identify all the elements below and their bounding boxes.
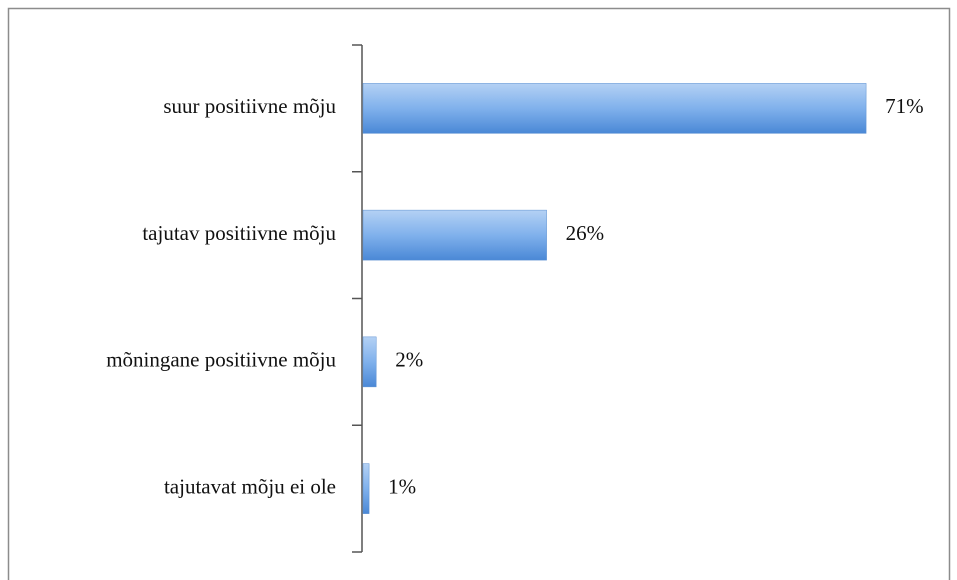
bar	[362, 336, 377, 388]
category-label: mõningane positiivne mõju	[106, 348, 336, 372]
category-label: tajutav positiivne mõju	[142, 221, 336, 245]
category-label: suur positiivne mõju	[163, 94, 336, 118]
value-label: 71%	[885, 94, 924, 118]
value-label: 26%	[566, 221, 605, 245]
chart-frame	[7, 7, 951, 580]
bar	[362, 463, 370, 514]
bar	[362, 83, 867, 134]
category-label: tajutavat mõju ei ole	[164, 474, 336, 498]
value-label: 2%	[395, 348, 423, 372]
plot-area: suur positiivne mõju 71% tajutav positiivn…	[106, 44, 924, 553]
bar	[362, 209, 547, 261]
value-label: 1%	[388, 474, 416, 498]
